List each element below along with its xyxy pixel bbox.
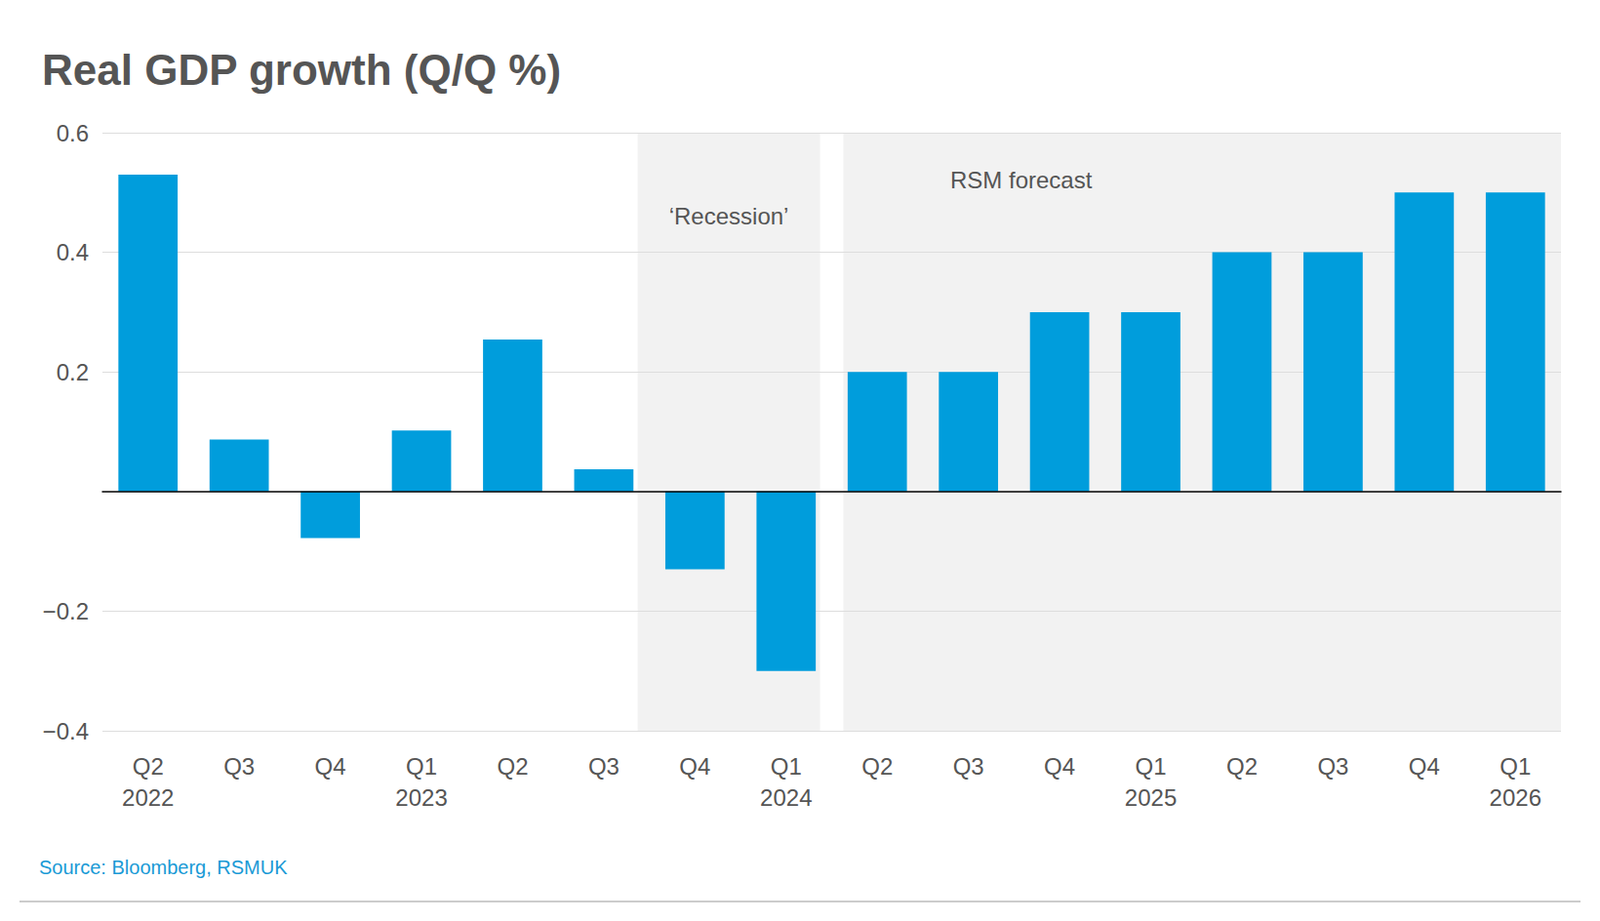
svg-text:Real GDP growth (Q/Q %): Real GDP growth (Q/Q %) bbox=[41, 45, 561, 94]
svg-text:2025: 2025 bbox=[1124, 784, 1177, 811]
svg-text:2022: 2022 bbox=[121, 784, 174, 811]
svg-text:Source: Bloomberg, RSMUK: Source: Bloomberg, RSMUK bbox=[39, 856, 288, 879]
svg-text:Q2: Q2 bbox=[496, 753, 528, 780]
svg-text:Q3: Q3 bbox=[588, 753, 620, 780]
svg-text:Q1: Q1 bbox=[405, 753, 438, 780]
svg-text:2024: 2024 bbox=[760, 784, 812, 811]
svg-text:2026: 2026 bbox=[1489, 784, 1542, 811]
svg-text:Q3: Q3 bbox=[953, 753, 985, 780]
svg-text:Q4: Q4 bbox=[679, 753, 711, 780]
svg-text:0.2: 0.2 bbox=[56, 359, 89, 386]
svg-text:Q4: Q4 bbox=[1043, 753, 1076, 780]
svg-text:0.4: 0.4 bbox=[56, 239, 89, 266]
svg-text:Q2: Q2 bbox=[132, 753, 164, 780]
svg-text:Q1: Q1 bbox=[1135, 753, 1167, 780]
svg-text:Q2: Q2 bbox=[861, 753, 893, 780]
svg-text:Q4: Q4 bbox=[315, 753, 347, 780]
svg-text:Q2: Q2 bbox=[1226, 753, 1258, 780]
svg-text:Q1: Q1 bbox=[770, 753, 802, 780]
svg-text:Q3: Q3 bbox=[1317, 753, 1349, 780]
svg-text:Q1: Q1 bbox=[1499, 753, 1531, 780]
svg-text:2023: 2023 bbox=[395, 784, 447, 811]
svg-text:0.6: 0.6 bbox=[56, 120, 89, 147]
svg-text:RSM forecast: RSM forecast bbox=[950, 166, 1093, 194]
svg-text:Q3: Q3 bbox=[223, 753, 255, 780]
svg-text:‘Recession’: ‘Recession’ bbox=[669, 202, 790, 230]
svg-text:−0.2: −0.2 bbox=[42, 598, 89, 625]
svg-text:Q4: Q4 bbox=[1408, 753, 1440, 780]
svg-text:−0.4: −0.4 bbox=[42, 718, 89, 745]
